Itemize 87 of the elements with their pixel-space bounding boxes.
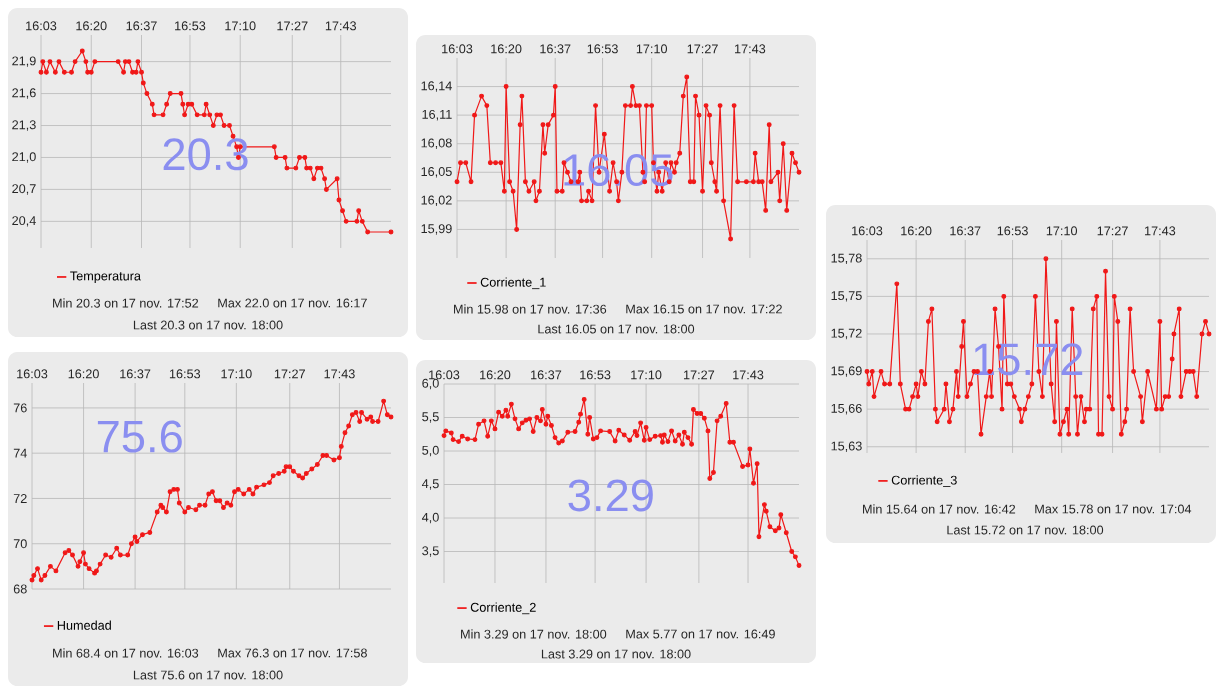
x-tick-label: 16:20 [76, 21, 107, 31]
y-tick-label: 4,0 [421, 512, 439, 524]
x-tick-label: 17:27 [683, 370, 715, 380]
x-tick-label: 17:43 [733, 370, 764, 380]
x-tick-label: 16:20 [480, 370, 511, 380]
annotation: 3.29 [568, 479, 653, 512]
text: Min 20.3 on 17 nov. 17:52 [53, 298, 199, 308]
text: Max 15.78 on 17 nov. 17:04 [1035, 504, 1192, 514]
text: Min 15.64 on 17 nov. 16:42 [863, 504, 1016, 514]
y-tick-label: 16,14 [421, 81, 452, 92]
x-tick-label: 17:43 [325, 21, 357, 31]
y-tick-label: 4,5 [421, 479, 439, 490]
x-tick-label: 16:53 [175, 21, 206, 31]
y-tick-label: 20,7 [12, 184, 36, 195]
x-tick-label: 16:03 [17, 369, 48, 379]
x-tick-label: 17:10 [221, 369, 252, 379]
y-tick-label: 72 [13, 494, 27, 503]
x-tick-label: 17:27 [277, 21, 308, 31]
annotation: 75.6 [97, 420, 182, 453]
text: Max 76.3 on 17 nov. 17:58 [218, 648, 367, 658]
x-tick-label: 16:53 [580, 370, 611, 380]
y-tick-label: 20,4 [12, 216, 36, 227]
y-tick-label: 15,66 [831, 403, 862, 415]
text: Last 75.6 on 17 nov. 18:00 [133, 670, 283, 680]
text: Min 3.29 on 17 nov. 18:00 [461, 629, 607, 639]
x-tick-label: 16:37 [531, 370, 562, 380]
text: Max 16.15 on 17 nov. 17:22 [626, 304, 782, 314]
x-tick-label: 16:37 [126, 21, 157, 31]
x-tick-label: 16:37 [950, 226, 981, 236]
x-tick-label: 16:03 [429, 370, 460, 380]
y-tick-label: 76 [13, 403, 27, 413]
x-tick-label: 16:20 [901, 226, 932, 236]
y-tick-label: 15,78 [831, 253, 862, 265]
y-tick-label: 16,08 [421, 138, 452, 149]
x-tick-label: 16:37 [540, 44, 571, 54]
legend-label: Temperatura [70, 271, 141, 283]
y-tick-label: 15,63 [831, 441, 862, 452]
y-tick-label: 6,0 [422, 378, 439, 390]
x-tick-label: 17:10 [1046, 226, 1078, 236]
x-tick-label: 17:43 [324, 369, 355, 379]
x-tick-label: 16:20 [491, 44, 522, 54]
x-tick-label: 17:10 [225, 21, 256, 31]
legend-label: Humedad [57, 620, 111, 630]
annotation: 20.3 [163, 138, 248, 171]
y-tick-label: 15,69 [831, 366, 862, 377]
text: Min 15.98 on 17 nov. 17:36 [454, 304, 607, 314]
y-tick-label: 16,11 [422, 109, 452, 121]
x-tick-label: 17:10 [636, 44, 668, 54]
legend-label: Corriente_3 [891, 475, 957, 487]
text: Last 16.05 on 17 nov. 18:00 [538, 324, 695, 334]
text: Max 5.77 on 17 nov. 16:49 [626, 629, 775, 639]
y-tick-label: 74 [13, 448, 27, 458]
x-tick-label: 17:10 [631, 370, 662, 380]
text: Max 22.0 on 17 nov. 16:17 [218, 298, 367, 308]
y-tick-label: 68 [13, 584, 27, 594]
y-tick-label: 21,6 [12, 88, 36, 99]
y-tick-label: 21,0 [12, 152, 36, 163]
x-tick-label: 16:03 [26, 21, 57, 31]
x-tick-label: 16:03 [852, 226, 883, 236]
y-tick-label: 5,0 [422, 445, 439, 457]
x-tick-label: 17:43 [1145, 226, 1176, 236]
x-tick-label: 17:27 [274, 369, 305, 379]
x-tick-label: 16:53 [997, 226, 1028, 236]
y-tick-label: 5,5 [422, 412, 439, 423]
legend-label: Corriente_1 [480, 277, 546, 290]
y-tick-label: 21,9 [12, 56, 36, 67]
y-tick-label: 15,72 [831, 328, 862, 340]
y-tick-label: 3,5 [422, 546, 439, 557]
x-tick-label: 17:43 [735, 44, 766, 54]
text: Last 20.3 on 17 nov. 18:00 [133, 320, 283, 330]
x-tick-label: 16:20 [68, 369, 99, 379]
x-tick-label: 16:53 [587, 44, 618, 54]
y-tick-label: 16,02 [421, 195, 452, 207]
x-tick-label: 16:53 [169, 369, 201, 379]
x-tick-label: 16:03 [442, 44, 473, 54]
y-tick-label: 16,05 [421, 167, 452, 178]
text: Last 15.72 on 17 nov. 18:00 [947, 525, 1104, 535]
text: Last 3.29 on 17 nov. 18:00 [541, 649, 691, 659]
x-tick-label: 17:27 [687, 44, 718, 54]
legend-label: Corriente_2 [470, 602, 536, 615]
text: Min 68.4 on 17 nov. 16:03 [53, 648, 199, 658]
x-tick-label: 16:37 [120, 369, 151, 379]
x-tick-label: 17:27 [1097, 226, 1128, 236]
y-tick-label: 15,99 [421, 224, 452, 235]
y-tick-label: 70 [13, 539, 27, 549]
y-tick-label: 21,3 [12, 120, 36, 131]
y-tick-label: 15,75 [831, 291, 862, 302]
